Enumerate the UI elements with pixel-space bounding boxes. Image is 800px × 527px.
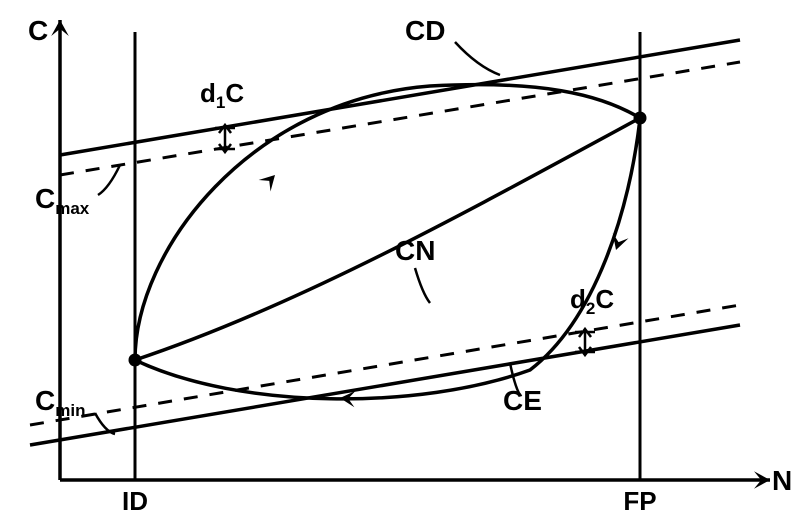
- point-fp: [634, 112, 647, 125]
- point-id: [129, 354, 142, 367]
- label-cd: CD: [405, 15, 445, 46]
- cn-curve: [135, 118, 640, 360]
- leader-cn: [415, 268, 430, 303]
- label-ce: CE: [503, 385, 542, 416]
- leader-cmax: [98, 165, 120, 195]
- label-cn: CN: [395, 235, 435, 266]
- y-axis-label: C: [28, 15, 48, 46]
- fp-label: FP: [623, 486, 656, 516]
- id-label: ID: [122, 486, 148, 516]
- leader-cd: [455, 42, 500, 75]
- loop-upper: [135, 85, 640, 360]
- label-d1c: d1C: [200, 78, 244, 112]
- x-axis-label: N: [772, 465, 792, 496]
- label-cmax: Cmax: [35, 183, 90, 218]
